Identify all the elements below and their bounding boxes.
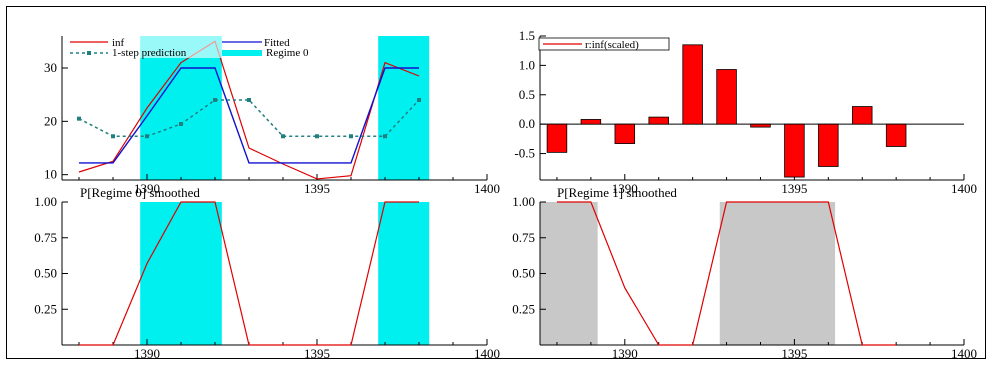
residual-bar: [784, 123, 805, 178]
y-tick-label: 1.00: [512, 194, 535, 209]
x-tick-label: 1400: [951, 346, 977, 361]
y-tick-label: 0.75: [34, 230, 57, 245]
series-prediction-line: [78, 99, 420, 138]
prediction-point: [145, 134, 149, 139]
y-tick-label: 0.25: [512, 301, 535, 316]
x-tick-label: 1395: [781, 181, 807, 196]
panel-inf-regime: 1390 1395 1400 10 20 30: [44, 36, 500, 196]
x-tick-label: 1395: [304, 346, 330, 361]
regime0-shading: [140, 202, 222, 345]
y-tick-label: 0.0: [519, 116, 535, 131]
prediction-point: [315, 134, 319, 139]
legend-swatch-regime0: [222, 50, 262, 56]
regime0-prob-line: [79, 201, 419, 346]
legend-label-regime0: Regime 0: [266, 47, 309, 59]
panel-title-regime1: P[Regime 1] smoothed: [557, 185, 677, 200]
legend-residuals: r:inf(scaled): [538, 37, 670, 51]
y-tick-label: 1.5: [519, 28, 535, 43]
x-tick-label: 1390: [612, 346, 638, 361]
x-tick-label: 1400: [951, 181, 977, 196]
figure-frame: [6, 6, 986, 359]
regime0-shading: [140, 36, 222, 180]
legend-label-inf: inf: [112, 37, 125, 49]
prediction-point: [179, 122, 183, 126]
x-tick-label: 1395: [304, 181, 330, 196]
regime0-shading: [378, 36, 430, 180]
prediction-point: [247, 98, 251, 102]
x-tick-label: 1400: [474, 346, 500, 361]
prediction-point: [383, 134, 387, 139]
prediction-point: [281, 134, 285, 139]
residual-bar: [716, 69, 737, 125]
regime1-shading: [540, 202, 598, 345]
prediction-point: [417, 98, 421, 102]
y-tick-label: 20: [44, 113, 57, 128]
residual-bar: [852, 106, 873, 125]
residual-bar: [546, 123, 568, 153]
y-tick-label: 30: [44, 60, 57, 75]
residual-bar: [818, 123, 839, 167]
panel-residuals: 1390 1395 1400 -0.5 0.0 0.5 1.0 1.5: [514, 28, 977, 196]
x-tick-label: 1390: [134, 346, 160, 361]
residual-bar: [614, 123, 636, 144]
y-tick-label: 1.0: [519, 57, 535, 72]
y-tick-label: 0.50: [34, 266, 57, 281]
legend-box-residuals: [538, 37, 670, 51]
regime1-shading: [719, 202, 836, 345]
legend-main: inf Fitted 1-step prediction Regime 0: [68, 36, 330, 59]
x-tick-label: 1390: [612, 181, 638, 196]
x-tick-label: 1395: [781, 346, 807, 361]
x-tick-label: 1390: [134, 181, 160, 196]
x-tick-label: 1400: [474, 181, 500, 196]
legend-box: [68, 36, 330, 58]
series-inf-line: [78, 40, 420, 180]
y-tick-label: 1.00: [34, 194, 57, 209]
legend-label-prediction: 1-step prediction: [112, 47, 187, 59]
regime0-shading: [378, 202, 430, 345]
y-tick-label: 0.50: [512, 266, 535, 281]
prediction-point: [213, 98, 217, 102]
residual-bar: [885, 123, 907, 147]
series-fitted-line: [79, 67, 419, 164]
prediction-point: [77, 116, 81, 121]
panel-regime0-prob: 1390 1395 1400 0.25 0.50 0.75 1.00: [34, 194, 500, 361]
prediction-point: [349, 134, 353, 139]
residual-bar: [750, 123, 771, 128]
y-tick-label: 0.5: [519, 87, 535, 102]
prediction-point: [111, 134, 115, 139]
y-tick-label: -0.5: [514, 146, 535, 161]
legend-marker-prediction: [87, 51, 91, 55]
y-tick-label: 0.75: [512, 230, 535, 245]
legend-label-residuals: r:inf(scaled): [585, 39, 639, 51]
regime1-prob-line: [556, 201, 897, 346]
y-tick-label: 10: [44, 167, 57, 182]
residual-bar: [580, 119, 602, 125]
residual-bar: [648, 116, 669, 125]
y-tick-label: 0.25: [34, 301, 57, 316]
panel-regime1-prob: 1390 1395 1400 0.25 0.50 0.75 1.00: [512, 194, 977, 361]
residual-bar: [682, 44, 703, 125]
legend-label-fitted: Fitted: [264, 37, 290, 49]
panel-title-regime0: P[Regime 0] smoothed: [80, 185, 200, 200]
